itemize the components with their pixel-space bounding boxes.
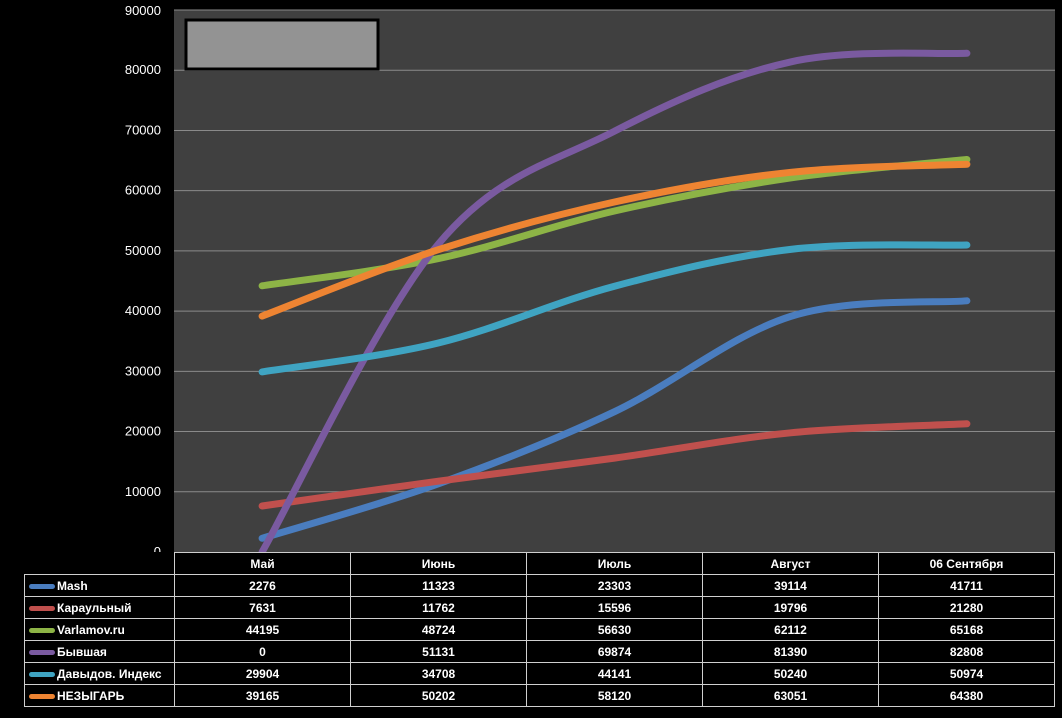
value-cell: 81390 xyxy=(702,640,879,663)
legend-key xyxy=(29,649,55,655)
series-lines xyxy=(258,49,971,552)
table-row: Varlamov.ru 44195 48724 56630 62112 65168 xyxy=(24,618,1055,641)
value-cell: 82808 xyxy=(878,640,1055,663)
value-cell: 48724 xyxy=(350,618,527,641)
y-axis-ticks: 0 10000 20000 30000 40000 50000 60000 70000 8000… xyxy=(125,3,161,552)
table-row: Mash 2276 11323 23303 39114 41711 xyxy=(24,574,1055,597)
table-row: НЕЗЫГАРЬ 39165 50202 58120 63051 64380 xyxy=(24,684,1055,707)
legend-key xyxy=(29,627,55,633)
series-name-cell: Varlamov.ru xyxy=(24,618,175,641)
series-line xyxy=(258,297,971,542)
value-cell: 29904 xyxy=(174,662,351,685)
legend-box xyxy=(184,18,380,71)
category-label: Июнь xyxy=(350,552,527,575)
value-cell: 62112 xyxy=(702,618,879,641)
y-tick-label: 20000 xyxy=(125,424,161,439)
series-line xyxy=(258,160,971,320)
series-name-cell: НЕЗЫГАРЬ xyxy=(24,684,175,707)
value-cell: 11762 xyxy=(350,596,527,619)
value-cell: 21280 xyxy=(878,596,1055,619)
series-name-label: Mash xyxy=(57,578,88,593)
series-name-cell: Давыдов. Индекс xyxy=(24,662,175,685)
value-cell: 15596 xyxy=(526,596,703,619)
y-tick-label: 80000 xyxy=(125,62,161,77)
series-name-cell: Бывшая xyxy=(24,640,175,663)
value-cell: 64380 xyxy=(878,684,1055,707)
value-cell: 50240 xyxy=(702,662,879,685)
series-name-cell: Mash xyxy=(24,574,175,597)
table-row: Давыдов. Индекс 29904 34708 44141 50240 50974 xyxy=(24,662,1055,685)
y-tick-label: 60000 xyxy=(125,183,161,198)
value-cell: 65168 xyxy=(878,618,1055,641)
category-label: Июль xyxy=(526,552,703,575)
value-cell: 44195 xyxy=(174,618,351,641)
value-cell: 39165 xyxy=(174,684,351,707)
data-table: Май Июнь Июль Август 06 Сентября Mash 2276 113… xyxy=(24,552,1055,707)
y-tick-label: 10000 xyxy=(125,484,161,499)
table-header-row: Май Июнь Июль Август 06 Сентября xyxy=(24,552,1055,575)
value-cell: 11323 xyxy=(350,574,527,597)
value-cell: 44141 xyxy=(526,662,703,685)
legend-key xyxy=(29,671,55,677)
legend-key xyxy=(29,605,55,611)
series-line xyxy=(258,420,971,510)
series-name-label: Бывшая xyxy=(57,644,107,659)
value-cell: 50974 xyxy=(878,662,1055,685)
value-cell: 7631 xyxy=(174,596,351,619)
value-cell: 0 xyxy=(174,640,351,663)
value-cell: 56630 xyxy=(526,618,703,641)
category-label: Май xyxy=(174,552,351,575)
value-cell: 23303 xyxy=(526,574,703,597)
y-tick-label: 40000 xyxy=(125,303,161,318)
y-tick-label: 70000 xyxy=(125,122,161,137)
value-cell: 51131 xyxy=(350,640,527,663)
series-name-label: НЕЗЫГАРЬ xyxy=(57,688,125,703)
value-cell: 63051 xyxy=(702,684,879,707)
y-tick-label: 90000 xyxy=(125,3,161,18)
value-cell: 19796 xyxy=(702,596,879,619)
series-line xyxy=(258,241,971,376)
value-cell: 50202 xyxy=(350,684,527,707)
series-name-label: Давыдов. Индекс xyxy=(57,666,162,681)
series-name-cell: Караульный xyxy=(24,596,175,619)
line-chart: 0 10000 20000 30000 40000 50000 60000 70000 8000… xyxy=(125,3,1055,552)
y-tick-label: 0 xyxy=(154,544,161,552)
series-name-label: Караульный xyxy=(57,600,132,615)
y-tick-label: 30000 xyxy=(125,363,161,378)
table-row: Бывшая 0 51131 69874 81390 82808 xyxy=(24,640,1055,663)
value-cell: 69874 xyxy=(526,640,703,663)
category-label: Август xyxy=(702,552,879,575)
table-row: Караульный 7631 11762 15596 19796 21280 xyxy=(24,596,1055,619)
value-cell: 41711 xyxy=(878,574,1055,597)
table-corner xyxy=(24,552,175,575)
category-label: 06 Сентября xyxy=(878,552,1055,575)
value-cell: 2276 xyxy=(174,574,351,597)
series-name-label: Varlamov.ru xyxy=(57,622,125,637)
legend-key xyxy=(29,583,55,589)
series-line xyxy=(258,49,971,552)
value-cell: 34708 xyxy=(350,662,527,685)
value-cell: 58120 xyxy=(526,684,703,707)
y-tick-label: 50000 xyxy=(125,243,161,258)
value-cell: 39114 xyxy=(702,574,879,597)
legend-key xyxy=(29,693,55,699)
